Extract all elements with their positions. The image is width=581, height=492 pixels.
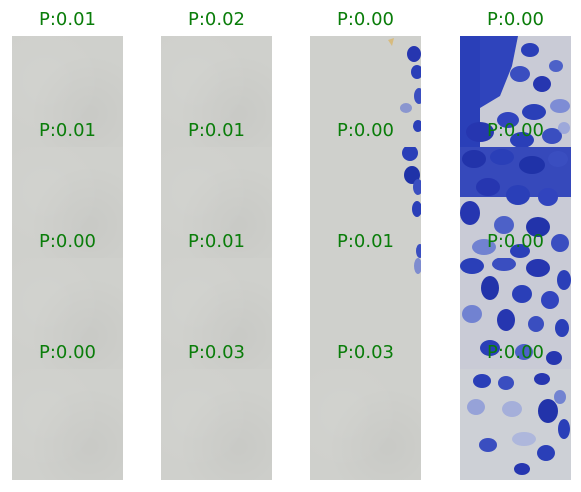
- probability-label: P:0.00: [487, 231, 544, 252]
- probability-label: P:0.03: [337, 342, 394, 363]
- patch-r1-c2: [161, 36, 272, 147]
- patch-r4-c1: [12, 369, 123, 480]
- patch-r1-c3: [310, 36, 421, 147]
- patch-r1-c4: [460, 36, 571, 147]
- patch-r2-c4: [460, 147, 571, 258]
- cell-cluster-image: [460, 258, 571, 369]
- probability-label: P:0.00: [487, 342, 544, 363]
- probability-label: P:0.00: [487, 120, 544, 141]
- cell-cluster-image: [310, 147, 421, 258]
- cell-cluster-image: [460, 369, 571, 480]
- patch-r2-c3: [310, 147, 421, 258]
- patch-r3-c4: [460, 258, 571, 369]
- probability-label: P:0.01: [39, 120, 96, 141]
- probability-label: P:0.01: [337, 231, 394, 252]
- cell-cluster-image: [460, 147, 571, 258]
- probability-label: P:0.00: [39, 231, 96, 252]
- probability-label: P:0.02: [188, 9, 245, 30]
- probability-label: P:0.00: [39, 342, 96, 363]
- patch-r4-c2: [161, 369, 272, 480]
- probability-label: P:0.01: [188, 231, 245, 252]
- patch-r3-c1: [12, 258, 123, 369]
- probability-label: P:0.00: [337, 9, 394, 30]
- patch-r1-c1: [12, 36, 123, 147]
- probability-label: P:0.00: [337, 120, 394, 141]
- probability-label: P:0.01: [39, 9, 96, 30]
- cell-cluster-image: [310, 258, 421, 369]
- probability-label: P:0.03: [188, 342, 245, 363]
- patch-r3-c3: [310, 258, 421, 369]
- cell-cluster-image: [460, 36, 571, 147]
- cell-cluster-image: [310, 36, 421, 147]
- patch-r4-c4: [460, 369, 571, 480]
- probability-label: P:0.01: [188, 120, 245, 141]
- probability-label: P:0.00: [487, 9, 544, 30]
- patch-r2-c2: [161, 147, 272, 258]
- patch-r4-c3: [310, 369, 421, 480]
- patch-r3-c2: [161, 258, 272, 369]
- patch-r2-c1: [12, 147, 123, 258]
